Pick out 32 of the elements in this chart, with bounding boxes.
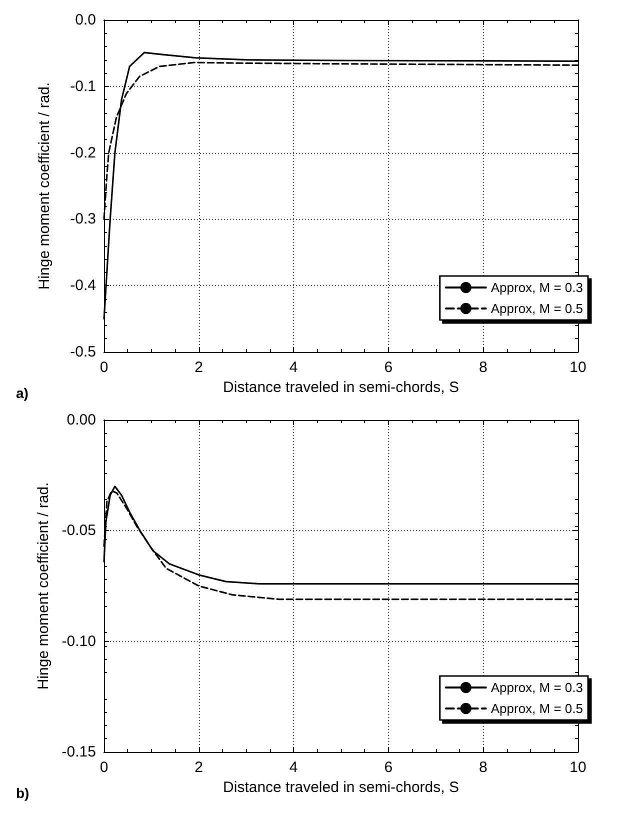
y-tick-label: -0.2 bbox=[70, 144, 96, 162]
x-tick-label: 0 bbox=[100, 359, 108, 376]
x-axis-title: Distance traveled in semi-chords, S bbox=[223, 378, 459, 396]
x-tick-label: 2 bbox=[194, 359, 203, 376]
x-tick-label: 2 bbox=[194, 759, 203, 776]
x-tick-label: 4 bbox=[289, 759, 298, 776]
x-tick-label: 4 bbox=[289, 359, 298, 376]
text: a) bbox=[16, 385, 28, 401]
x-tick-label: 0 bbox=[100, 759, 108, 776]
x-tick-label: 8 bbox=[479, 759, 488, 776]
y-tick-label: -0.05 bbox=[62, 522, 96, 540]
x-axis-title: Distance traveled in semi-chords, S bbox=[223, 778, 459, 796]
y-tick-label: 0.00 bbox=[66, 412, 96, 428]
y-axis-title: Hinge moment coefficient / rad. bbox=[36, 82, 53, 290]
y-tick-label: -0.1 bbox=[70, 78, 96, 95]
x-tick-label: 8 bbox=[479, 359, 488, 376]
x-tick-label: 10 bbox=[570, 359, 586, 376]
text: b) bbox=[16, 785, 30, 801]
legend-label: Approx, M = 0.5 bbox=[490, 701, 584, 716]
y-axis-title: Hinge moment coefficient / rad. bbox=[34, 482, 52, 690]
y-tick-label: -0.5 bbox=[70, 344, 96, 360]
legend-label: Approx, M = 0.3 bbox=[490, 680, 584, 695]
y-tick-label: -0.3 bbox=[70, 210, 96, 228]
legend-label: Approx, M = 0.3 bbox=[490, 280, 584, 295]
y-tick-label: 0.0 bbox=[75, 12, 96, 28]
y-tick-label: -0.4 bbox=[70, 277, 96, 294]
x-tick-label: 10 bbox=[570, 759, 586, 776]
x-tick-label: 6 bbox=[384, 759, 393, 776]
y-tick-label: -0.15 bbox=[62, 744, 96, 760]
x-tick-label: 6 bbox=[384, 359, 393, 376]
y-tick-label: -0.10 bbox=[62, 632, 96, 650]
legend-label: Approx, M = 0.5 bbox=[490, 301, 584, 316]
